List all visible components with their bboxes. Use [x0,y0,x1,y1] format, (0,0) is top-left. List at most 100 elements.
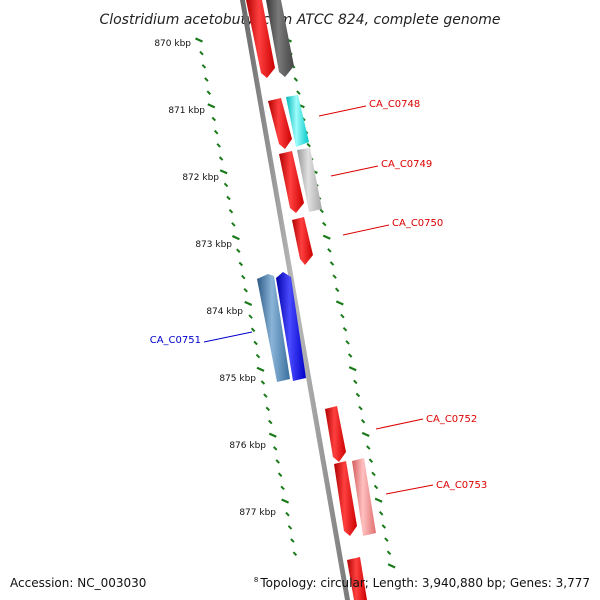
gene-label-leader [375,418,424,430]
scale-minor-tick [347,353,353,358]
accession-label: Accession: NC_003030 [10,576,147,590]
gene-feature[interactable] [352,458,376,536]
scale-ruler [195,37,396,569]
scale-tick-label: 875 kbp [219,374,256,384]
scale-minor-tick [355,392,361,398]
scale-minor-tick [285,511,290,517]
scale-minor-tick [272,446,278,451]
scale-tick-label: 872 kbp [182,173,219,183]
gene-feature[interactable] [276,272,306,381]
gene-label-ca-c0752[interactable]: CA_C0752 [426,414,477,425]
scale-minor-tick [213,129,219,135]
scale-minor-tick [199,50,204,56]
gene-feature[interactable] [266,0,294,77]
scale-minor-tick [238,261,244,267]
map-title: Clostridium acetobutylicum ATCC 824, com… [99,12,500,28]
gene-feature[interactable] [246,0,275,78]
scale-minor-tick [231,222,236,227]
scale-minor-tick [226,195,231,201]
scale-minor-tick [263,393,268,398]
scale-minor-tick [353,379,358,385]
scale-major-tick [268,432,277,438]
gene-feature[interactable] [286,95,309,147]
scale-minor-tick [334,287,340,293]
scale-minor-tick [292,551,298,556]
gene-label-ca-c0750[interactable]: CA_C0750 [392,218,443,229]
scale-minor-tick [243,288,248,293]
scale-minor-tick [306,142,311,148]
scale-major-tick [281,498,290,504]
gene-feature[interactable] [292,217,313,265]
genome-backbone [240,0,350,600]
gene-feature[interactable] [268,98,292,149]
scale-major-tick [219,169,228,175]
gene-feature[interactable] [325,406,346,462]
scale-major-tick [374,497,383,503]
scale-minor-tick [287,525,293,530]
scale-minor-tick [268,419,273,425]
scale-minor-tick [290,538,295,543]
scale-major-tick [361,431,370,438]
scale-major-tick [207,103,216,109]
scale-major-tick [387,563,396,569]
scale-minor-tick [368,458,374,463]
scale-major-tick [348,366,357,372]
scale-minor-tick [360,419,366,424]
scale-minor-tick [253,340,258,346]
gene-features [246,0,376,600]
gene-label-leader [318,105,367,117]
scale-tick-label: 873 kbp [195,240,232,250]
gene-label-leader [385,484,434,495]
scale-minor-tick [204,77,209,82]
gene-feature[interactable] [334,461,357,536]
gene-feature[interactable] [347,557,367,600]
scale-minor-tick [265,406,271,412]
scale-tick-label: 871 kbp [168,106,205,116]
scale-minor-tick [228,209,234,214]
gene-feature[interactable] [279,151,304,213]
scale-minor-tick [381,524,387,529]
scale-minor-tick [248,314,253,319]
scale-minor-tick [216,143,221,148]
topology-label: 8 Topology: circular; Length: 3,940,880 b… [254,576,590,590]
scale-tick-label: 874 kbp [206,307,243,317]
topology-text: Topology: circular; Length: 3,940,880 bp… [260,576,590,590]
scale-minor-tick [345,340,350,345]
scale-major-tick [256,366,265,372]
scale-minor-tick [358,405,363,411]
scale-minor-tick [275,459,280,464]
topology-mark: 8 [253,576,259,584]
gene-label-leader [330,165,379,177]
scale-tick-label: 876 kbp [229,441,266,451]
scale-minor-tick [223,182,229,188]
scale-minor-tick [386,550,392,555]
gene-label-leader [342,224,390,236]
scale-tick-label: 870 kbp [154,39,191,49]
scale-minor-tick [211,116,217,122]
scale-tick-label: 877 kbp [239,508,276,518]
scale-minor-tick [293,77,299,82]
scale-minor-tick [280,485,285,491]
gene-label-ca-c0749[interactable]: CA_C0749 [381,159,432,170]
gene-label-leader [203,331,253,343]
gene-label-ca-c0753[interactable]: CA_C0753 [436,480,487,491]
scale-minor-tick [373,484,379,490]
gene-label-ca-c0748[interactable]: CA_C0748 [369,99,420,110]
gene-feature[interactable] [297,148,322,212]
scale-minor-tick [201,64,207,69]
scale-major-tick [322,234,331,240]
scale-major-tick [231,234,240,241]
gene-label-ca-c0751[interactable]: CA_C0751 [150,335,201,346]
scale-minor-tick [332,274,337,279]
gene-feature[interactable] [257,274,290,382]
scale-minor-tick [384,537,389,542]
scale-major-tick [244,300,253,307]
scale-minor-tick [378,511,384,516]
scale-minor-tick [366,445,371,450]
scale-minor-tick [218,156,224,161]
scale-minor-tick [327,248,332,253]
scale-minor-tick [250,327,256,333]
scale-minor-tick [206,90,212,95]
scale-minor-tick [319,208,324,214]
